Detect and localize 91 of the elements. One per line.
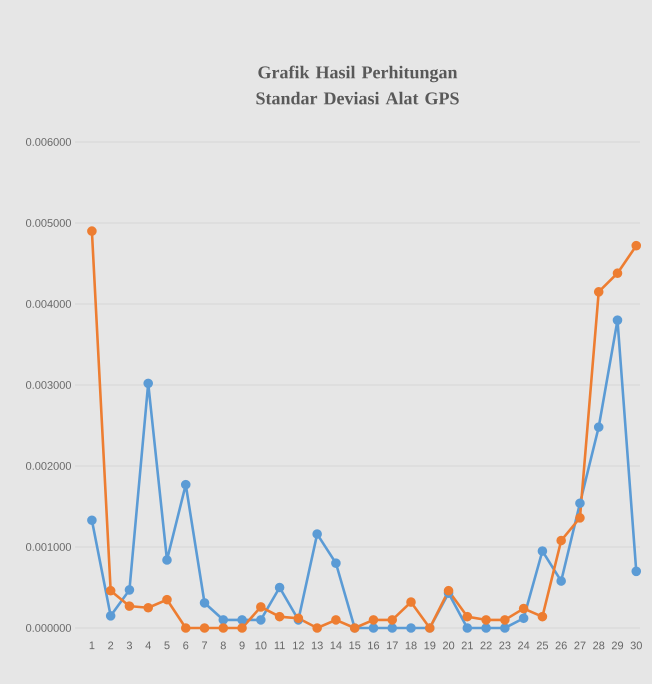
x-tick-label: 25 xyxy=(536,642,548,650)
point xyxy=(237,615,247,625)
x-tick-label: 3 xyxy=(126,642,132,650)
point xyxy=(162,594,172,604)
x-tick-label: 21 xyxy=(462,642,473,650)
x-tick-label: 27 xyxy=(574,642,586,650)
point xyxy=(331,558,341,568)
x-tick-label: 17 xyxy=(386,642,398,650)
point xyxy=(462,623,472,633)
point xyxy=(124,601,134,611)
point xyxy=(331,615,341,625)
point xyxy=(406,597,416,607)
point xyxy=(631,240,642,250)
point xyxy=(481,623,491,633)
x-tick-label: 20 xyxy=(442,642,454,650)
point xyxy=(612,315,622,325)
point xyxy=(312,623,322,633)
x-tick-label: 11 xyxy=(274,642,285,650)
point xyxy=(312,529,322,539)
x-tick-label: 2 xyxy=(108,642,114,650)
x-tick-label: 8 xyxy=(220,642,226,650)
y-tick-label: 0.004000 xyxy=(26,300,72,308)
point xyxy=(256,602,266,612)
point xyxy=(274,582,284,592)
point xyxy=(575,498,585,508)
point xyxy=(387,623,398,633)
point xyxy=(538,612,548,622)
y-tick-label: 0.003000 xyxy=(26,381,72,389)
x-tick-label: 24 xyxy=(518,642,530,650)
point xyxy=(218,623,228,633)
point xyxy=(87,515,97,526)
point xyxy=(500,623,510,633)
x-tick-label: 13 xyxy=(312,642,323,650)
point xyxy=(444,586,454,596)
point xyxy=(481,615,491,625)
point xyxy=(162,555,172,565)
x-tick-label: 29 xyxy=(612,642,624,650)
x-tick-label: 10 xyxy=(256,642,267,650)
x-tick-label: 22 xyxy=(480,642,492,650)
x-tick-label: 18 xyxy=(406,642,417,650)
point xyxy=(87,226,97,236)
x-tick-label: 12 xyxy=(293,642,304,650)
point xyxy=(274,612,284,622)
point xyxy=(256,615,266,625)
x-tick-label: 19 xyxy=(424,642,436,650)
x-tick-label: 7 xyxy=(202,642,208,650)
y-tick-label: 0.002000 xyxy=(26,462,72,470)
chart-title: Grafik Hasil Perhitungan Standar Deviasi Alat GPS xyxy=(256,66,459,104)
point xyxy=(143,378,154,388)
point xyxy=(538,546,548,556)
point xyxy=(575,513,585,523)
point xyxy=(124,585,134,595)
x-tick-label: 9 xyxy=(240,642,245,650)
point xyxy=(631,566,642,576)
x-tick-label: 6 xyxy=(183,642,188,650)
point xyxy=(594,287,604,297)
x-tick-label: 5 xyxy=(164,642,170,650)
point xyxy=(594,422,604,432)
x-tick-label: 15 xyxy=(349,642,360,650)
y-tick-label: 0.001000 xyxy=(26,543,72,551)
x-tick-label: 1 xyxy=(90,642,94,650)
point xyxy=(518,604,528,614)
point xyxy=(368,615,378,625)
point xyxy=(462,612,472,622)
point xyxy=(200,623,210,633)
point xyxy=(218,615,228,625)
x-tick-label: 28 xyxy=(593,642,604,650)
point xyxy=(406,623,416,633)
x-tick-label: 26 xyxy=(556,642,567,650)
point xyxy=(106,586,116,596)
point xyxy=(368,623,378,633)
point xyxy=(237,623,247,633)
x-tick-label: 30 xyxy=(630,642,642,650)
point xyxy=(612,268,622,278)
point xyxy=(143,602,154,613)
point xyxy=(518,613,528,624)
point xyxy=(200,598,210,608)
x-tick-label: 16 xyxy=(368,642,380,650)
point xyxy=(556,576,566,586)
point xyxy=(180,480,191,490)
point xyxy=(106,611,116,621)
x-tick-label: 14 xyxy=(330,642,342,650)
y-tick-label: 0.005000 xyxy=(26,219,72,227)
point xyxy=(387,615,398,625)
x-tick-label: 4 xyxy=(145,642,151,650)
point xyxy=(180,623,191,633)
point xyxy=(500,615,510,625)
x-tick-label: 23 xyxy=(499,642,510,650)
y-tick-label: 0.000000 xyxy=(26,624,72,632)
point xyxy=(556,536,566,546)
y-tick-label: 0.006000 xyxy=(26,138,72,146)
